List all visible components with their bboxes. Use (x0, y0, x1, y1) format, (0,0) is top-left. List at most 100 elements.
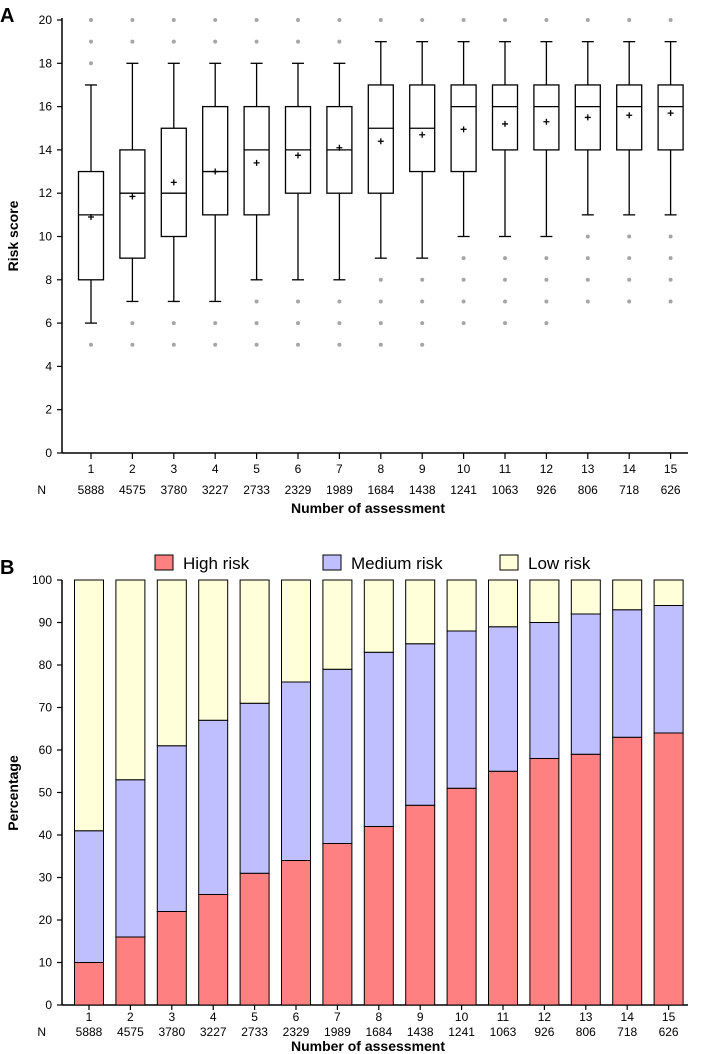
outlier-point (668, 299, 673, 304)
outlier-point (130, 18, 135, 22)
x-tick-label: 5 (253, 462, 260, 476)
outlier-point (420, 277, 425, 282)
n-label: 1063 (490, 1025, 517, 1039)
bar-segment-high-risk (156, 911, 187, 1006)
n-label: 2733 (243, 483, 270, 497)
bar-segment-high-risk (488, 770, 518, 1006)
x-tick-label: 2 (127, 1010, 134, 1024)
outlier-point (627, 234, 632, 239)
outlier-point (420, 299, 425, 304)
box-12 (533, 18, 560, 326)
box-13 (574, 18, 601, 304)
outlier-point (585, 256, 590, 261)
n-label: 1989 (326, 483, 353, 497)
x-tick-label: 13 (579, 1010, 593, 1024)
outlier-point (254, 321, 259, 326)
bar-segment-medium-risk (405, 643, 436, 806)
outlier-point (296, 18, 300, 22)
bar-segment-medium-risk (198, 719, 229, 895)
box-2 (119, 18, 146, 347)
outlier-point (585, 18, 590, 22)
outlier-point (89, 39, 93, 44)
n-prefix-a: N (37, 483, 46, 497)
box-3 (160, 18, 187, 347)
n-label: 926 (536, 483, 556, 497)
outlier-point (337, 39, 342, 44)
x-tick-label: 3 (170, 462, 177, 476)
n-label: 4575 (117, 1025, 144, 1039)
mean-marker (129, 193, 136, 200)
y-tick-label: 20 (39, 13, 53, 27)
bar-segment-medium-risk (612, 609, 643, 738)
n-label: 2329 (285, 483, 312, 497)
y-tick-label: 0 (45, 998, 52, 1012)
bar-segment-high-risk (281, 860, 311, 1006)
outlier-point (627, 277, 632, 282)
box-8 (367, 18, 394, 347)
outlier-point (420, 321, 425, 326)
outlier-point (544, 299, 549, 304)
x-tick-label: 6 (293, 1010, 300, 1024)
bar-segment-low-risk (612, 579, 643, 611)
mean-marker (460, 126, 467, 133)
x-tick-label: 1 (86, 1010, 93, 1024)
outlier-point (213, 39, 218, 44)
x-tick-label: 14 (623, 462, 637, 476)
y-tick-label: 18 (39, 56, 53, 70)
outlier-point (668, 18, 673, 22)
box-4 (202, 18, 229, 347)
outlier-point (627, 18, 632, 22)
outlier-point (585, 234, 590, 239)
mean-marker (253, 159, 260, 166)
outlier-point (378, 277, 383, 282)
x-tick-label: 9 (417, 1010, 424, 1024)
outlier-point (254, 18, 259, 22)
box-15 (657, 18, 684, 304)
outlier-point (544, 256, 549, 261)
bar-segment-high-risk (74, 962, 104, 1006)
n-label: 806 (576, 1025, 596, 1039)
bar-segment-medium-risk (570, 613, 601, 755)
n-label: 926 (534, 1025, 554, 1039)
n-label: 718 (619, 483, 639, 497)
y-tick-label: 12 (39, 186, 53, 200)
bar-segment-medium-risk (322, 668, 353, 844)
box-11 (491, 18, 519, 326)
outlier-point (627, 299, 632, 304)
outlier-point (461, 299, 466, 304)
y-tick-label: 10 (39, 230, 53, 244)
n-label: 718 (617, 1025, 637, 1039)
outlier-point (544, 277, 549, 282)
legend-swatch (154, 554, 174, 571)
bar-segment-high-risk (115, 936, 146, 1006)
n-label: 1438 (409, 483, 436, 497)
x-tick-label: 2 (129, 462, 136, 476)
outlier-point (503, 321, 507, 326)
outlier-point (461, 256, 466, 261)
x-tick-label: 6 (295, 462, 302, 476)
mean-marker (170, 179, 177, 186)
n-label: 2733 (241, 1025, 268, 1039)
outlier-point (544, 321, 549, 326)
mean-marker (336, 144, 343, 151)
bar-segment-high-risk (322, 843, 353, 1006)
n-label: 5888 (76, 1025, 103, 1039)
bar-segment-low-risk (281, 579, 311, 683)
bar-segment-medium-risk (446, 630, 477, 789)
box-iqr (119, 149, 146, 259)
outlier-point (378, 299, 383, 304)
outlier-point (337, 321, 342, 326)
bar-segment-high-risk (446, 787, 477, 1006)
bar-segment-high-risk (363, 826, 394, 1006)
outlier-point (130, 321, 135, 326)
outlier-point (420, 342, 425, 347)
box-iqr (491, 84, 519, 151)
y-tick-label: 16 (39, 100, 53, 114)
bar-segment-medium-risk (529, 622, 560, 759)
x-tick-label: 4 (210, 1010, 217, 1024)
x-tick-label: 7 (336, 462, 343, 476)
outlier-point (503, 277, 507, 282)
n-label: 3780 (160, 483, 187, 497)
n-label: 4575 (119, 483, 146, 497)
